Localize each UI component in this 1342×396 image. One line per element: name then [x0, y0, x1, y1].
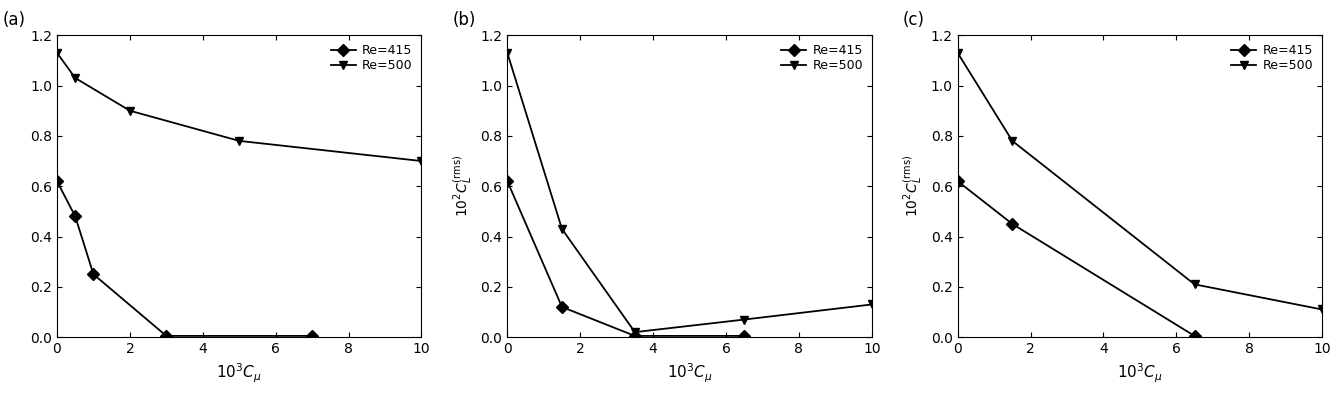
Re=500 [627, 330, 643, 335]
X-axis label: $10^3 C_\mu$: $10^3 C_\mu$ [1117, 362, 1162, 385]
Re=415 [67, 214, 83, 219]
Text: (c): (c) [903, 11, 925, 29]
Re=500 [499, 50, 515, 55]
Re=500 [1314, 307, 1330, 312]
Line: Re=415: Re=415 [52, 177, 317, 340]
Text: (a): (a) [3, 11, 25, 29]
Legend: Re=415, Re=500: Re=415, Re=500 [329, 42, 415, 75]
Re=415 [48, 179, 64, 183]
Y-axis label: $10^2 C_L^{\mathrm{(rms)}}$: $10^2 C_L^{\mathrm{(rms)}}$ [451, 155, 474, 217]
Line: Re=500: Re=500 [953, 49, 1326, 314]
Re=500 [413, 159, 429, 164]
Re=415 [86, 272, 102, 277]
Y-axis label: $10^2 C_L^{\mathrm{(rms)}}$: $10^2 C_L^{\mathrm{(rms)}}$ [902, 155, 923, 217]
Line: Re=500: Re=500 [503, 49, 876, 336]
Re=415 [554, 305, 570, 309]
Line: Re=415: Re=415 [503, 177, 749, 340]
X-axis label: $10^3 C_\mu$: $10^3 C_\mu$ [216, 362, 262, 385]
Text: (b): (b) [452, 11, 476, 29]
Re=500 [231, 139, 247, 143]
Re=500 [864, 302, 880, 307]
Re=415 [950, 179, 966, 183]
Re=415 [627, 333, 643, 338]
Re=415 [1004, 221, 1020, 226]
Re=415 [305, 333, 321, 338]
Re=500 [737, 317, 753, 322]
Re=500 [48, 50, 64, 55]
Re=415 [499, 179, 515, 183]
Re=500 [67, 76, 83, 80]
Re=500 [1186, 282, 1202, 287]
Line: Re=415: Re=415 [953, 177, 1198, 340]
Line: Re=500: Re=500 [52, 49, 425, 165]
X-axis label: $10^3 C_\mu$: $10^3 C_\mu$ [667, 362, 713, 385]
Re=500 [122, 109, 138, 113]
Re=500 [554, 227, 570, 231]
Re=415 [737, 333, 753, 338]
Re=415 [158, 333, 174, 338]
Legend: Re=415, Re=500: Re=415, Re=500 [1229, 42, 1315, 75]
Re=500 [1004, 139, 1020, 143]
Legend: Re=415, Re=500: Re=415, Re=500 [778, 42, 866, 75]
Re=500 [950, 50, 966, 55]
Re=415 [1186, 333, 1202, 338]
